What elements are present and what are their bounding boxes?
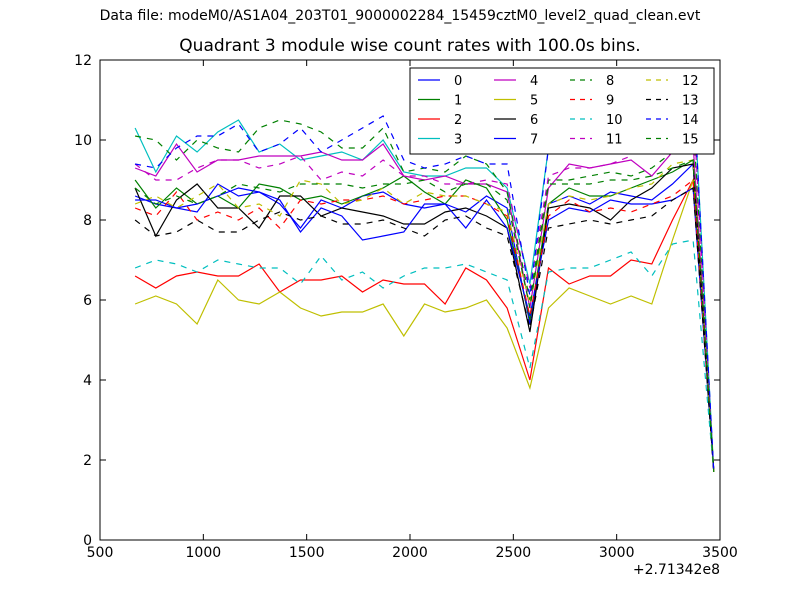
series-line-11 bbox=[134, 103, 715, 473]
y-tick-label: 4 bbox=[83, 373, 92, 389]
x-axis: 500 1000 1500 2000 2500 3000 3500 bbox=[87, 60, 738, 561]
x-axis-offset-label: +2.71342e8 bbox=[632, 562, 720, 578]
series-line-12 bbox=[134, 159, 715, 473]
y-tick-label: 2 bbox=[83, 453, 92, 469]
x-tick-label: 2500 bbox=[496, 545, 532, 561]
legend-label-10: 10 bbox=[606, 113, 623, 128]
x-tick-label: 500 bbox=[87, 545, 114, 561]
legend-label-3: 3 bbox=[454, 133, 462, 148]
series-line-15 bbox=[134, 159, 715, 473]
legend-label-14: 14 bbox=[682, 113, 699, 128]
legend-label-13: 13 bbox=[682, 94, 699, 109]
legend-label-4: 4 bbox=[530, 74, 538, 89]
legend-label-5: 5 bbox=[530, 94, 538, 109]
series-layer bbox=[134, 77, 715, 473]
legend-label-12: 12 bbox=[682, 74, 699, 89]
series-line-13 bbox=[134, 186, 715, 473]
chart-title: Quadrant 3 module wise count rates with … bbox=[179, 36, 641, 56]
legend-label-15: 15 bbox=[682, 133, 699, 148]
series-line-9 bbox=[134, 178, 715, 473]
y-tick-label: 10 bbox=[74, 133, 92, 149]
series-line-14 bbox=[134, 83, 715, 473]
x-tick-label: 3500 bbox=[702, 545, 738, 561]
y-tick-label: 12 bbox=[74, 53, 92, 69]
x-tick-label: 1000 bbox=[186, 545, 222, 561]
legend-box bbox=[409, 67, 715, 155]
series-line-2 bbox=[134, 177, 715, 473]
legend-label-11: 11 bbox=[606, 133, 623, 148]
x-tick-label: 3000 bbox=[599, 545, 635, 561]
legend-label-9: 9 bbox=[606, 94, 614, 109]
y-tick-label: 0 bbox=[83, 533, 92, 549]
y-tick-label: 6 bbox=[83, 293, 92, 309]
legend-label-8: 8 bbox=[606, 74, 614, 89]
x-tick-label: 2000 bbox=[392, 545, 428, 561]
legend-label-0: 0 bbox=[454, 74, 462, 89]
legend-label-6: 6 bbox=[530, 113, 538, 128]
series-line-10 bbox=[134, 239, 715, 473]
y-tick-label: 8 bbox=[83, 213, 92, 229]
series-line-7 bbox=[135, 186, 715, 473]
legend-label-2: 2 bbox=[454, 113, 462, 128]
legend-label-7: 7 bbox=[530, 133, 538, 148]
series-line-5 bbox=[134, 179, 715, 473]
legend-label-1: 1 bbox=[454, 94, 462, 109]
figure-suptitle: Data file: modeM0/AS1A04_203T01_90000022… bbox=[99, 8, 701, 24]
series-line-6 bbox=[134, 163, 715, 473]
x-tick-label: 1500 bbox=[289, 545, 325, 561]
